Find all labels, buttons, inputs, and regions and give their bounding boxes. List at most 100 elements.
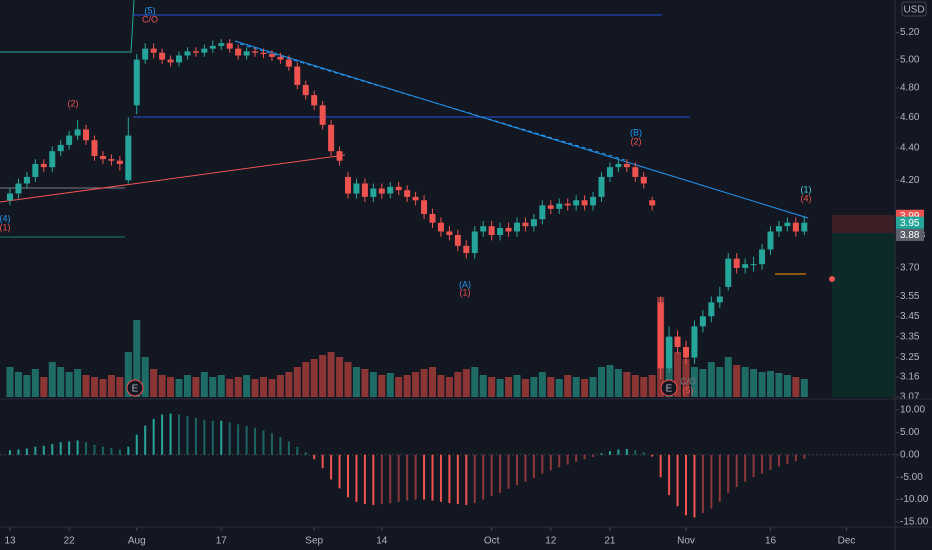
candle-body — [260, 52, 267, 55]
volume-bar — [336, 357, 344, 397]
volume-bar — [310, 359, 318, 397]
volume-bar — [471, 367, 479, 397]
histogram-bar — [693, 454, 696, 518]
candle-body — [598, 176, 605, 197]
candle-body — [691, 326, 698, 358]
histogram-bar — [178, 414, 180, 455]
volume-bar — [192, 377, 200, 397]
candle-body — [15, 183, 22, 194]
currency-box[interactable] — [901, 1, 927, 17]
volume-bar — [707, 362, 715, 397]
volume-bar — [800, 379, 808, 397]
histogram-bar — [389, 454, 392, 504]
candle-body — [116, 160, 123, 164]
candle-body — [167, 59, 174, 63]
candle-body — [683, 347, 689, 358]
candle-body — [176, 55, 182, 63]
y-tick-label: 10.00 — [900, 405, 925, 416]
histogram-bar — [355, 454, 358, 502]
candle-body — [505, 227, 512, 232]
candle-body — [184, 51, 191, 56]
volume-bar — [724, 357, 732, 397]
wave-label: (5) — [683, 385, 694, 395]
volume-bar — [758, 372, 766, 397]
volume-bar — [572, 377, 580, 397]
histogram-bar — [617, 449, 620, 455]
candle-body — [539, 205, 546, 220]
candle-body — [353, 183, 360, 194]
trend-line — [0, 154, 346, 203]
histogram-bar — [237, 424, 240, 455]
histogram-bar — [186, 416, 189, 455]
candle-body — [514, 222, 520, 232]
volume-bar — [767, 371, 774, 397]
volume-bar — [91, 377, 98, 397]
volume-bar — [606, 365, 614, 397]
candle-body — [66, 135, 73, 145]
alert-dot — [829, 276, 835, 282]
y-tick-label: 0.00 — [900, 449, 920, 460]
volume-bar — [505, 377, 513, 397]
wave-label: (2) — [68, 98, 79, 108]
histogram-bar — [9, 450, 11, 455]
x-tick-label: 12 — [545, 536, 557, 547]
volume-bar — [327, 352, 335, 397]
histogram-bar — [516, 454, 518, 486]
volume-bar — [167, 377, 175, 397]
volume-bar — [183, 375, 191, 397]
volume-bar — [260, 377, 267, 397]
volume-bar — [437, 375, 445, 397]
volume-bar — [412, 372, 420, 397]
histogram-bar — [608, 451, 611, 455]
candle-body — [480, 226, 487, 232]
candle-body — [91, 140, 98, 156]
wave-label: C/O — [680, 376, 696, 386]
histogram-bar — [76, 440, 79, 455]
candle-body — [564, 203, 571, 206]
earnings-label: E — [132, 384, 139, 395]
wave-label: (1) — [0, 222, 11, 232]
candle-body — [606, 167, 613, 177]
volume-bar — [293, 367, 301, 397]
volume-bar — [48, 362, 56, 397]
y-tick-label: 3.45 — [900, 311, 920, 322]
earnings-marker[interactable] — [126, 379, 144, 397]
volume-bar — [133, 320, 141, 397]
earnings-marker[interactable] — [660, 379, 678, 397]
candle-body — [159, 52, 166, 60]
volume-bar — [750, 369, 758, 397]
candle-body — [623, 163, 630, 168]
histogram-bar — [439, 454, 442, 502]
candle-body — [784, 222, 791, 227]
histogram-bar — [161, 414, 164, 455]
histogram-bar — [482, 454, 485, 500]
histogram-bar — [25, 448, 28, 455]
volume-bar — [395, 377, 403, 397]
histogram-bar — [541, 454, 544, 474]
volume-bar — [116, 377, 124, 397]
volume-bar — [640, 377, 648, 397]
candle-body — [74, 129, 81, 136]
price-tag — [896, 229, 924, 242]
candle-body — [226, 43, 233, 49]
histogram-bar — [211, 420, 214, 455]
histogram-bar — [270, 433, 273, 455]
histogram-bar — [490, 454, 493, 497]
volume-bar — [361, 369, 369, 397]
volume-bar — [741, 367, 749, 397]
volume-bar — [581, 379, 589, 397]
candle-body — [83, 129, 90, 141]
candle-body — [277, 56, 284, 60]
histogram-bar — [414, 454, 417, 500]
volume-bar — [344, 362, 352, 397]
histogram-bar — [507, 454, 510, 489]
candle-body — [767, 231, 774, 250]
candle-body — [742, 264, 749, 268]
candle-body — [23, 176, 30, 184]
x-tick-label: 22 — [64, 536, 76, 547]
histogram-bar — [727, 454, 730, 493]
volume-bar — [690, 367, 698, 397]
histogram-bar — [786, 454, 789, 464]
candle-body — [40, 163, 47, 168]
histogram-bar — [423, 454, 426, 500]
